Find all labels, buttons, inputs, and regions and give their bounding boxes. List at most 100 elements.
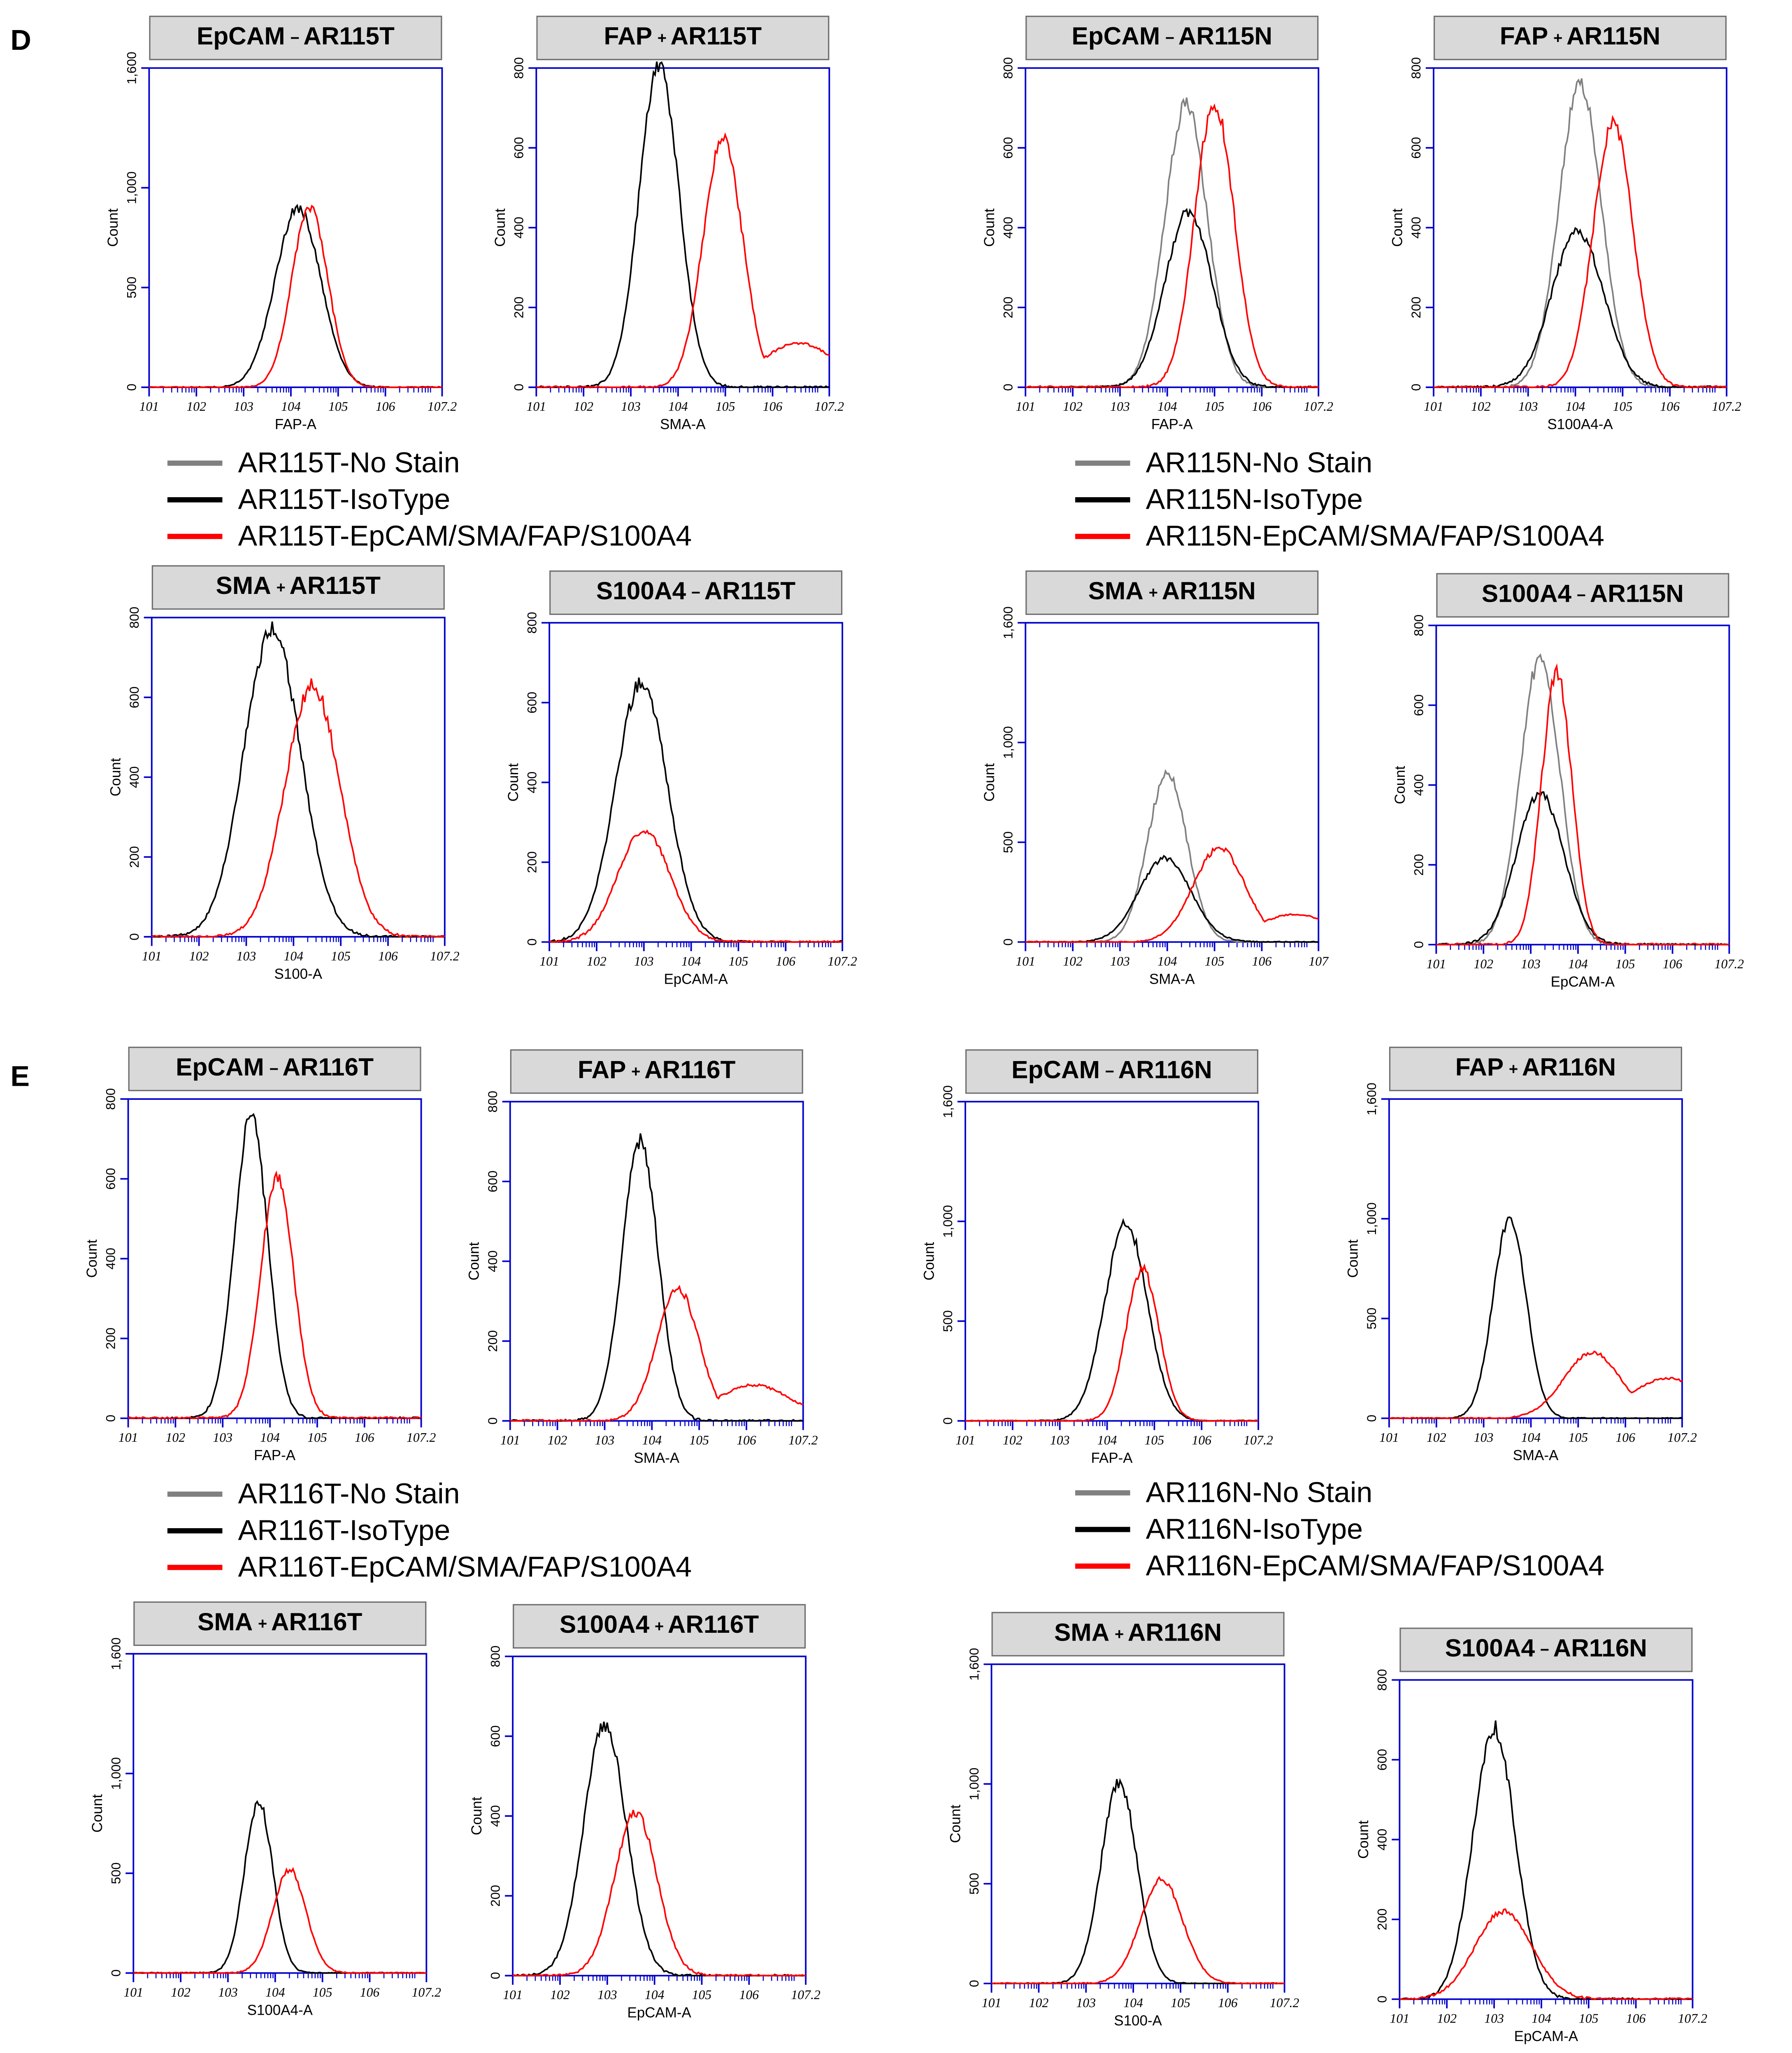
y-tick-label: 0 bbox=[488, 1972, 502, 1979]
x-tick-label: 106 bbox=[1615, 1430, 1635, 1445]
x-tick-label: 103 bbox=[213, 1430, 232, 1445]
y-tick-label: 600 bbox=[488, 1725, 502, 1747]
x-tick-label: 101 bbox=[982, 1995, 1002, 2010]
x-tick-label: 107.2 bbox=[1712, 399, 1741, 414]
chart-title: FAP + AR116T bbox=[510, 1049, 803, 1094]
histogram-fap-ar116n: FAP + AR116N 101 102 103 104 105 106 107.2 0 500 1,0… bbox=[1339, 1047, 1697, 1464]
title-sample: AR116T bbox=[282, 1054, 374, 1082]
series-line-ar115n-no-stain bbox=[1436, 653, 1729, 946]
y-tick-label: 600 bbox=[127, 687, 142, 708]
x-tick-label: 105 bbox=[1145, 1433, 1164, 1447]
y-axis-label: Count bbox=[1355, 1820, 1371, 1859]
x-tick-label: 106 bbox=[776, 954, 796, 968]
x-tick-label: 107.2 bbox=[1667, 1430, 1697, 1445]
y-tick-label: 800 bbox=[127, 607, 142, 628]
legend-ar116t: AR116T-No Stain AR116T-IsoType AR116T-EpCA… bbox=[167, 1476, 692, 1586]
histogram-svg: 101 102 103 104 105 106 107.2 0 500 1,000 1,600 FAP… bbox=[921, 1085, 1273, 1466]
histogram-epcam-ar115t: EpCAM − AR115T 101 102 103 104 105 106 107.2 0 500 1… bbox=[100, 16, 457, 433]
y-tick-label: 600 bbox=[1375, 1749, 1390, 1771]
y-tick-label: 400 bbox=[511, 217, 526, 239]
y-tick-label: 0 bbox=[1408, 384, 1423, 391]
title-sign: + bbox=[1508, 1059, 1518, 1078]
legend-item: AR115T-IsoType bbox=[167, 482, 692, 518]
legend-swatch bbox=[167, 1528, 223, 1534]
histogram-svg: 101 102 103 104 105 106 107.2 0 200 400 600 800 S100… bbox=[1390, 57, 1741, 433]
chart-title: EpCAM − AR116N bbox=[965, 1049, 1259, 1094]
title-sign: + bbox=[631, 1062, 641, 1081]
legend-item: AR115N-EpCAM/SMA/FAP/S100A4 bbox=[1075, 518, 1604, 555]
y-tick-label: 0 bbox=[1375, 1995, 1390, 2003]
x-tick-label: 103 bbox=[1484, 2011, 1504, 2025]
title-marker: EpCAM bbox=[176, 1054, 264, 1082]
title-sign: + bbox=[1114, 1625, 1124, 1643]
x-tick-label: 101 bbox=[526, 399, 546, 414]
y-tick-label: 400 bbox=[1408, 217, 1423, 239]
x-tick-label: 104 bbox=[281, 399, 301, 414]
x-tick-label: 107.2 bbox=[815, 399, 844, 414]
histogram-s100a4-ar116t: S100A4 + AR116T 101 102 103 104 105 106 107.2 0 200… bbox=[463, 1604, 820, 2021]
x-tick-label: 105 bbox=[1579, 2011, 1599, 2025]
histogram-svg: 101 102 103 104 105 106 107.2 0 200 400 600 800 S100… bbox=[107, 607, 459, 982]
x-axis-label: S100A4-A bbox=[1547, 417, 1613, 433]
x-tick-label: 104 bbox=[1532, 2011, 1551, 2025]
title-marker: FAP bbox=[1455, 1054, 1504, 1082]
y-tick-label: 800 bbox=[1408, 57, 1423, 79]
y-tick-label: 0 bbox=[127, 933, 142, 940]
series-line-ar115t-epcam-sma-fap-s100a4 bbox=[536, 132, 830, 389]
series-line-ar116t-epcam-sma-fap-s100a4 bbox=[510, 1285, 804, 1422]
histogram-fap-ar115n: FAP + AR115N 101 102 103 104 105 106 107.2 0 200 400… bbox=[1384, 16, 1741, 433]
plot-frame bbox=[1388, 1098, 1683, 1419]
y-tick-label: 200 bbox=[488, 1885, 502, 1907]
x-tick-label: 106 bbox=[1663, 957, 1683, 971]
histogram-sma-ar115t: SMA + AR115T 101 102 103 104 105 106 107.2 0 200 400… bbox=[102, 565, 460, 982]
x-tick-label: 105 bbox=[689, 1433, 709, 1447]
x-tick-label: 107.2 bbox=[407, 1430, 436, 1445]
x-tick-label: 101 bbox=[1424, 399, 1443, 414]
title-sign: + bbox=[654, 1617, 664, 1636]
series-line-ar116n-isotype bbox=[965, 1218, 1259, 1422]
x-tick-label: 102 bbox=[587, 954, 607, 968]
y-tick-label: 500 bbox=[1000, 831, 1015, 853]
title-sample: AR115T bbox=[670, 23, 762, 51]
histogram-svg: 101 102 103 104 105 106 107.2 0 200 400 600 800 EpCA… bbox=[1355, 1669, 1707, 2044]
y-tick-label: 1,600 bbox=[967, 1648, 981, 1681]
title-sample: AR115N bbox=[1590, 581, 1684, 609]
x-tick-label: 106 bbox=[1252, 954, 1272, 968]
y-axis-label: Count bbox=[469, 1797, 485, 1835]
histogram-sma-ar115n: SMA + AR115N 101 102 103 104 105 106 107 0 500 1,000… bbox=[976, 570, 1329, 987]
title-sample: AR115N bbox=[1162, 578, 1256, 606]
y-tick-label: 0 bbox=[485, 1417, 500, 1425]
chart-title: SMA + AR116N bbox=[991, 1612, 1285, 1657]
legend-item: AR115N-IsoType bbox=[1075, 482, 1604, 518]
legend-label: AR116N-IsoType bbox=[1146, 1512, 1363, 1546]
histogram-fap-ar116t: FAP + AR116T 101 102 103 104 105 106 107.2 0 200 400… bbox=[460, 1049, 818, 1466]
y-axis-label: Count bbox=[921, 1242, 937, 1280]
x-tick-label: 107.2 bbox=[827, 954, 857, 968]
title-marker: SMA bbox=[1088, 578, 1144, 606]
title-sample: AR116T bbox=[271, 1609, 363, 1637]
x-tick-label: 102 bbox=[171, 1985, 191, 1999]
legend-ar115t: AR115T-No Stain AR115T-IsoType AR115T-EpCA… bbox=[167, 445, 692, 555]
x-tick-label: 104 bbox=[1157, 399, 1177, 414]
plot-frame bbox=[148, 67, 443, 388]
legend-label: AR116T-EpCAM/SMA/FAP/S100A4 bbox=[238, 1550, 692, 1583]
chart-title: SMA + AR115N bbox=[1025, 570, 1319, 615]
x-axis-label: EpCAM-A bbox=[627, 2005, 691, 2021]
series-line-ar115n-epcam-sma-fap-s100a4 bbox=[1025, 846, 1319, 943]
y-tick-label: 800 bbox=[511, 57, 526, 79]
legend-label: AR116T-IsoType bbox=[238, 1513, 451, 1547]
series-line-ar115n-epcam-sma-fap-s100a4 bbox=[1433, 115, 1727, 389]
histogram-svg: 101 102 103 104 105 106 107.2 0 200 400 600 800 SMA-… bbox=[466, 1091, 818, 1466]
histogram-s100a4-ar116n: S100A4− AR116N 101 102 103 104 105 106 107.2 0 200… bbox=[1350, 1627, 1707, 2044]
title-sign: + bbox=[657, 28, 667, 47]
y-axis-label: Count bbox=[84, 1239, 100, 1278]
x-tick-label: 107.2 bbox=[430, 949, 460, 963]
y-tick-label: 0 bbox=[103, 1415, 118, 1422]
x-axis-label: FAP-A bbox=[1151, 417, 1193, 433]
series-line-ar116t-isotype bbox=[510, 1133, 804, 1422]
y-axis-label: Count bbox=[981, 763, 997, 802]
x-tick-label: 104 bbox=[1521, 1430, 1541, 1445]
x-tick-label: 104 bbox=[1568, 957, 1588, 971]
x-tick-label: 106 bbox=[376, 399, 395, 414]
series-line-ar115n-isotype bbox=[1436, 791, 1729, 946]
